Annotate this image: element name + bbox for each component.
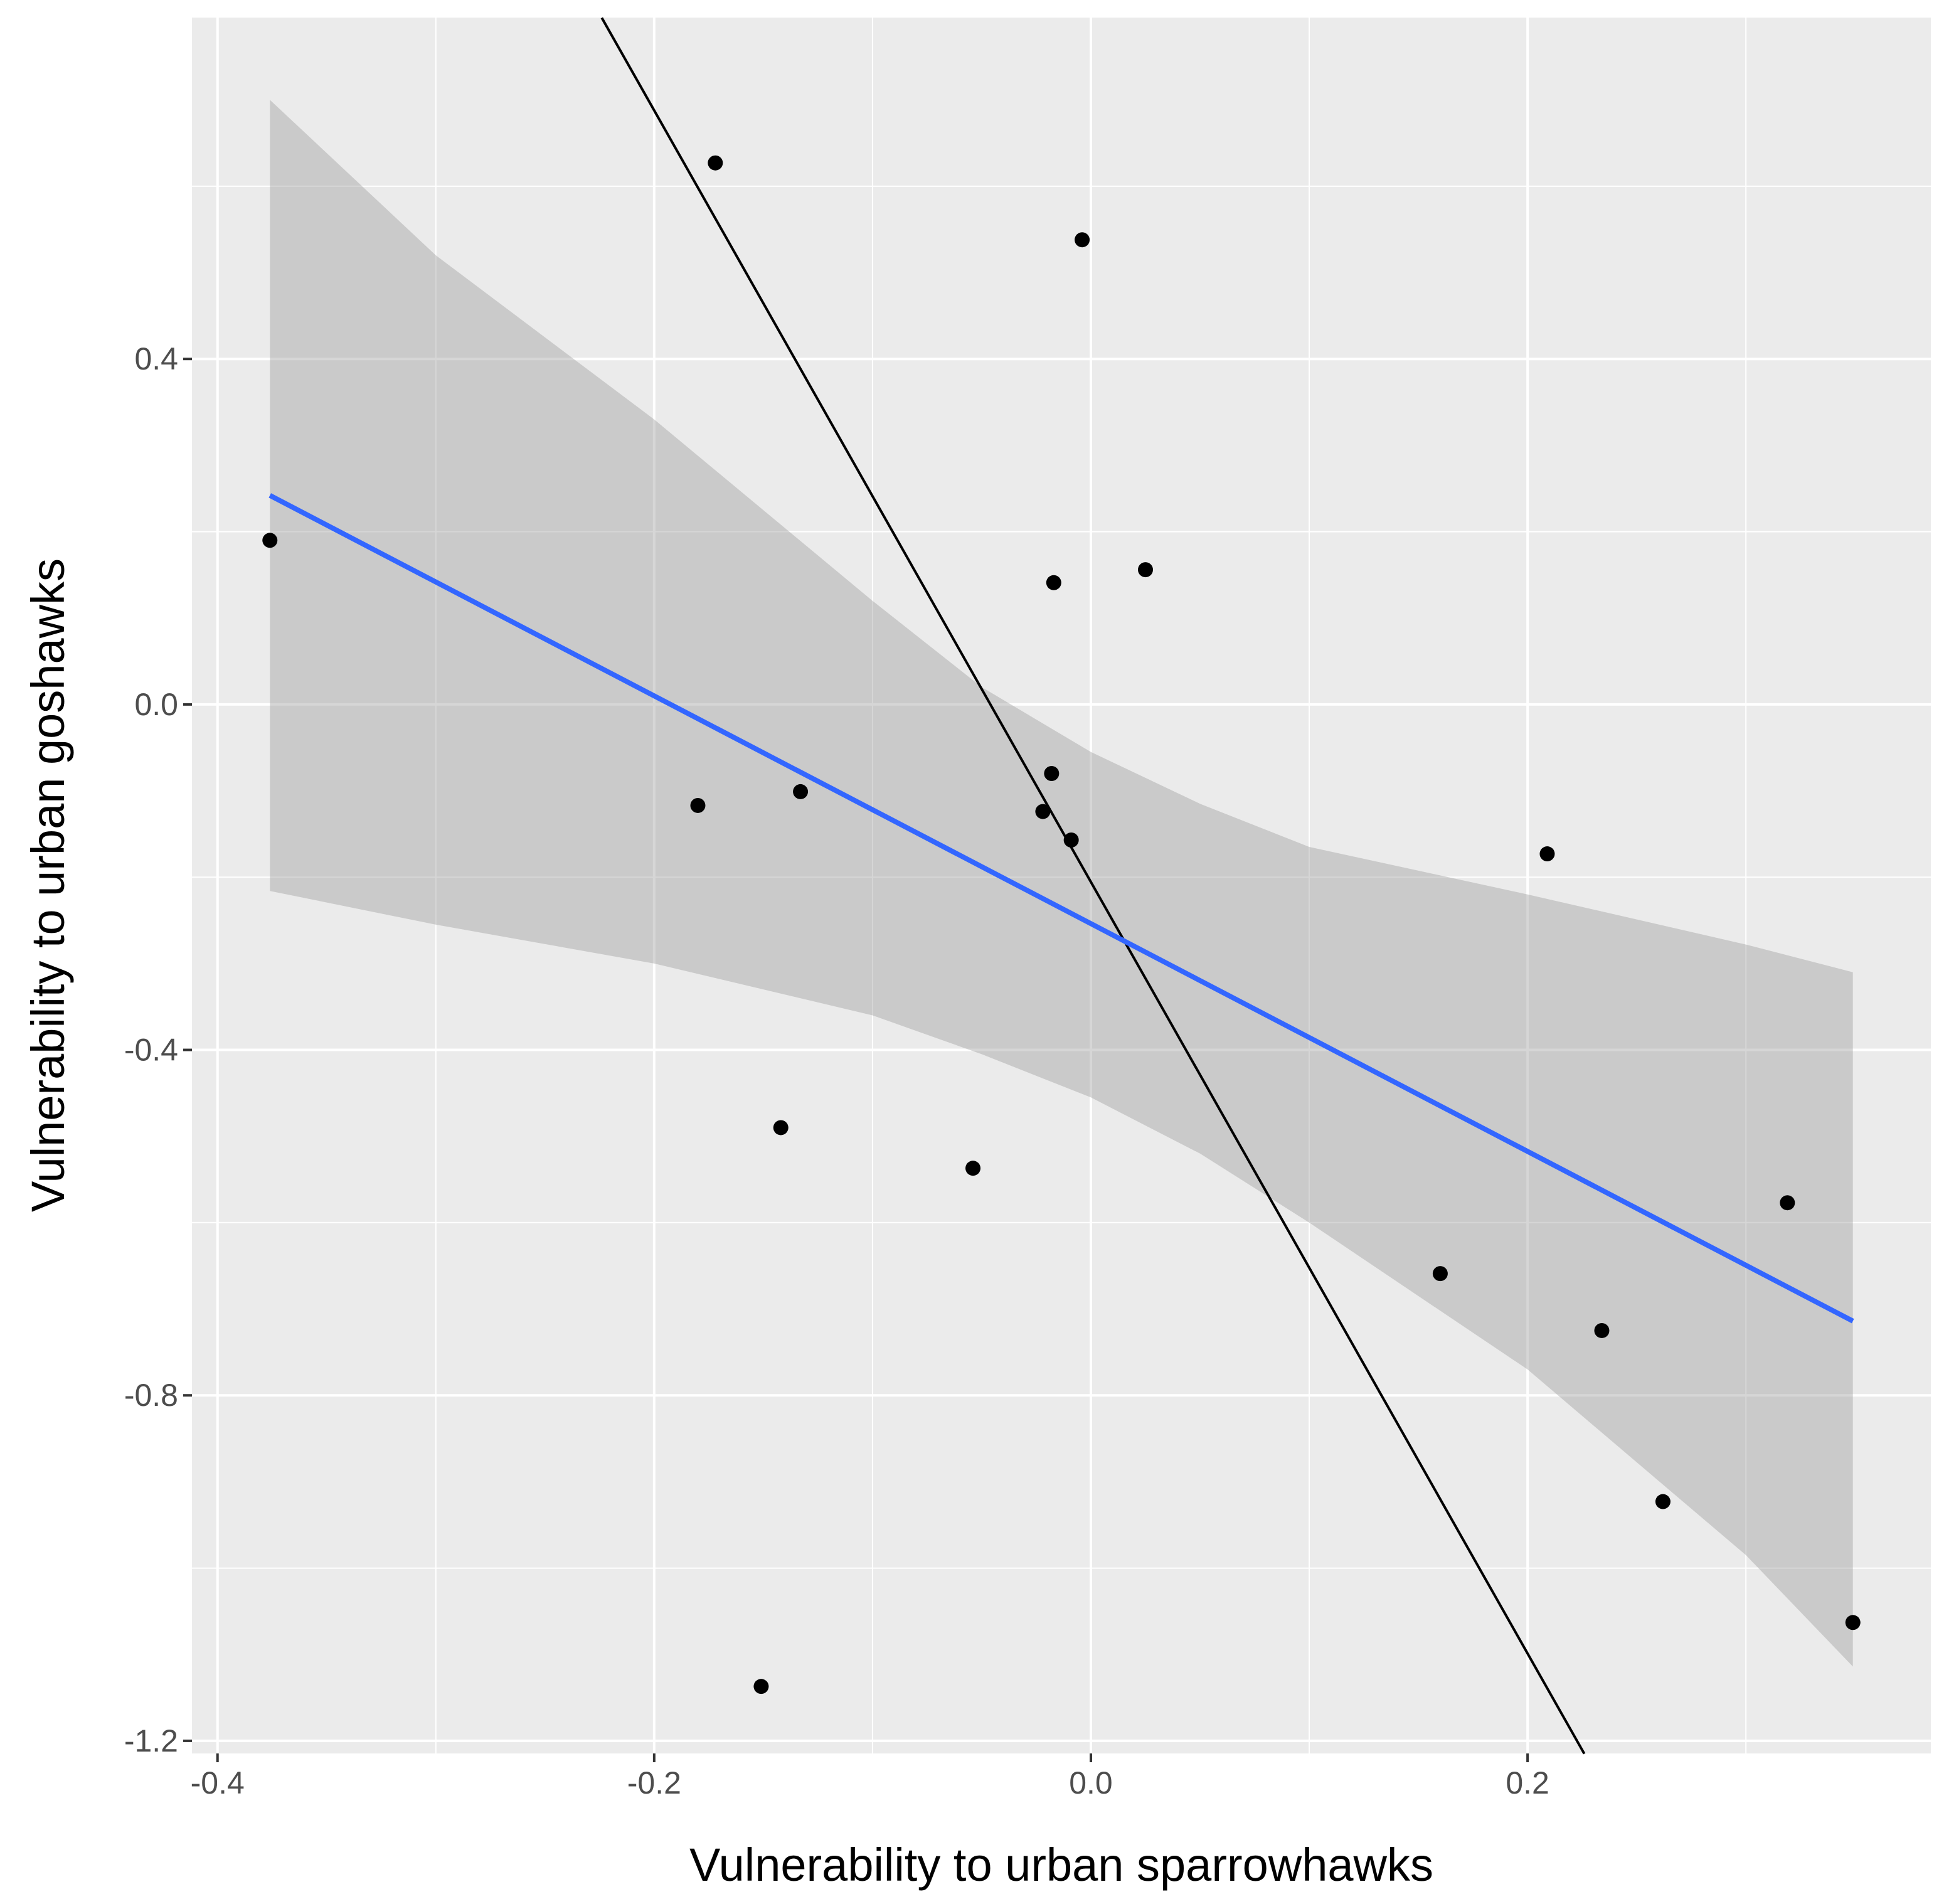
y-tick-label: -0.8	[124, 1378, 178, 1413]
data-point	[1845, 1615, 1861, 1630]
y-tick-label: 0.4	[134, 341, 178, 376]
y-tick-label: 0.0	[134, 687, 178, 722]
data-point	[1044, 766, 1060, 782]
plot-panel	[192, 18, 1931, 1753]
fit-line	[268, 493, 1854, 1324]
data-points-group	[262, 155, 1861, 1694]
major-grid	[192, 18, 1931, 1753]
data-point	[1539, 846, 1555, 862]
x-axis-title: Vulnerability to urban sparrowhawks	[689, 1839, 1433, 1891]
confidence-band	[270, 100, 1853, 1667]
x-axis-ticks: -0.4 -0.2 0.0 0.2	[191, 1753, 1549, 1800]
data-point	[773, 1120, 789, 1135]
reference-line-group	[600, 17, 1586, 1755]
data-point	[1035, 804, 1051, 819]
x-tick-label: 0.2	[1506, 1765, 1549, 1800]
data-point	[793, 784, 809, 799]
fit-line-group	[268, 493, 1854, 1324]
data-point	[1138, 562, 1154, 578]
x-tick-label: -0.2	[627, 1765, 681, 1800]
data-point	[1780, 1195, 1795, 1211]
data-point	[753, 1679, 769, 1694]
data-point	[262, 533, 278, 548]
confidence-band-group	[270, 100, 1853, 1667]
data-point	[1046, 575, 1061, 590]
y-axis-ticks: -1.2 -0.8 -0.4 0.0 0.4	[124, 341, 192, 1758]
data-point	[1075, 232, 1090, 248]
data-point	[1432, 1266, 1448, 1282]
y-tick-label: -1.2	[124, 1723, 178, 1758]
reference-line	[600, 17, 1586, 1755]
data-point	[1655, 1494, 1671, 1509]
y-axis-title: Vulnerability to urban goshawks	[22, 558, 74, 1212]
data-point	[1063, 832, 1079, 848]
minor-grid	[192, 18, 1931, 1753]
data-point	[708, 155, 723, 171]
x-tick-label: -0.4	[191, 1765, 245, 1800]
data-point	[965, 1161, 981, 1176]
x-tick-label: 0.0	[1069, 1765, 1113, 1800]
y-tick-label: -0.4	[124, 1033, 178, 1068]
data-point	[1594, 1322, 1610, 1338]
data-point	[690, 797, 706, 813]
